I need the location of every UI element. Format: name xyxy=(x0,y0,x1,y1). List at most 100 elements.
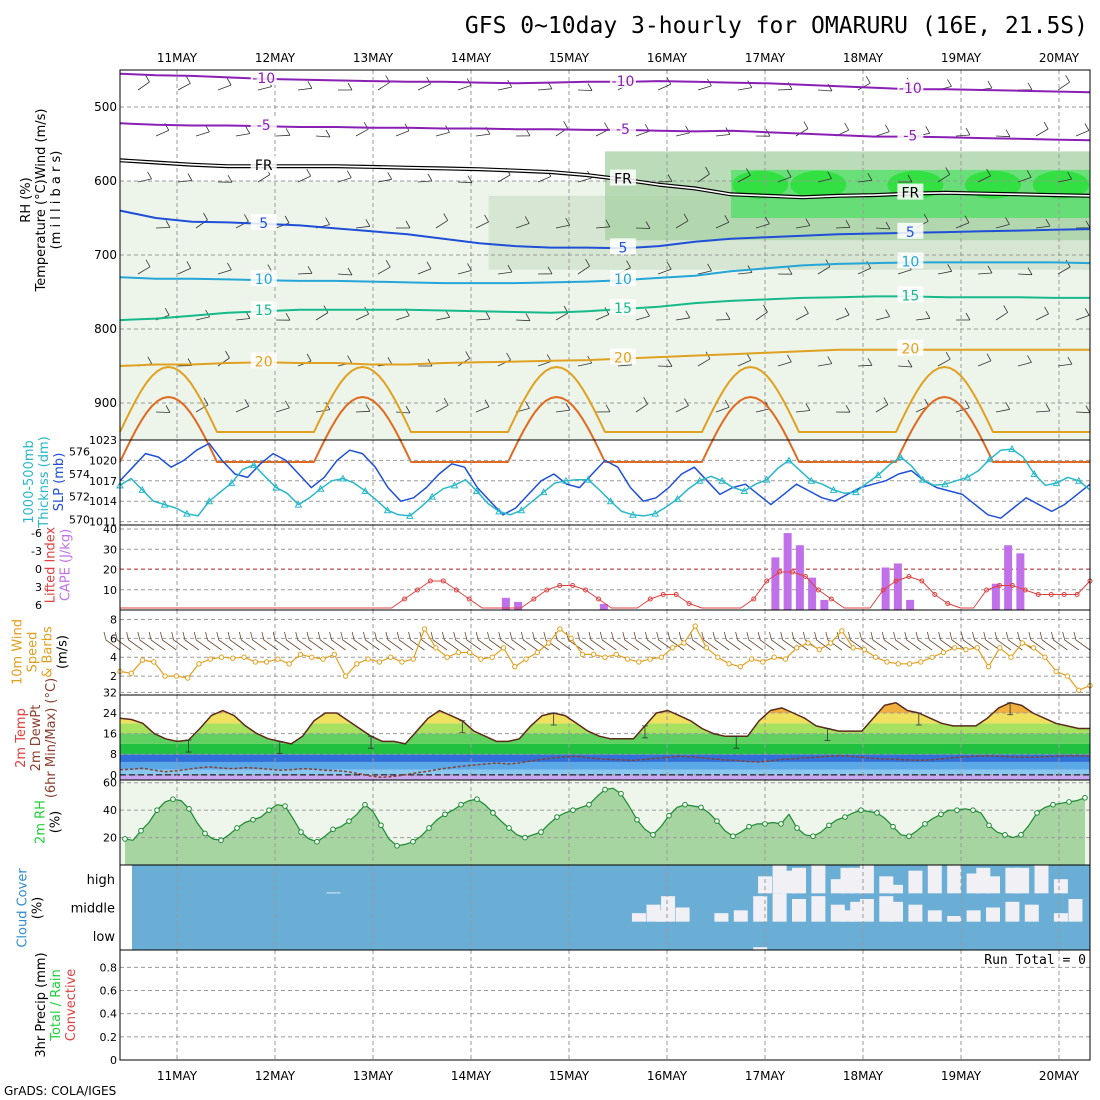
wind-speed-marker xyxy=(782,656,789,662)
wind-speed-marker xyxy=(455,649,462,656)
min-max-bar-icon xyxy=(276,740,283,754)
lifted-index-marker xyxy=(531,596,537,602)
wind-speed-marker xyxy=(444,654,450,660)
thickness-marker xyxy=(941,480,949,488)
wind-barb-icon xyxy=(926,631,944,651)
wind-barb-icon xyxy=(715,215,730,229)
wind-barb-icon xyxy=(737,80,753,91)
wind-speed-marker xyxy=(376,659,383,665)
date-tick-top: 15MAY xyxy=(549,51,590,65)
wind-barb-icon xyxy=(475,399,490,413)
lifted-index-marker xyxy=(945,601,951,606)
lifted-index-marker xyxy=(751,596,757,602)
wind-speed-marker xyxy=(985,663,992,670)
lifted-index-marker xyxy=(815,587,821,593)
wind-barb-icon xyxy=(193,631,211,651)
wind-barb-icon xyxy=(464,631,482,651)
wind-barb-icon xyxy=(657,174,673,183)
lifted-index-marker xyxy=(557,583,563,588)
wind-barb-icon xyxy=(701,631,719,651)
isotherm-label: 15 xyxy=(901,288,919,304)
wind-barb-icon xyxy=(408,631,425,651)
cape-bar xyxy=(514,601,523,610)
isotherm-label: -10 xyxy=(899,81,922,97)
lifted-index-marker xyxy=(919,578,925,584)
wind-barb-icon xyxy=(795,121,809,137)
wind-speed-marker xyxy=(1030,645,1037,651)
run-total-text: Run Total = 0 xyxy=(984,953,1086,968)
isotherm-label: FR xyxy=(614,172,632,188)
thickness-marker xyxy=(472,486,481,494)
wind-barb-icon xyxy=(960,631,978,651)
precip-ytick: 0 xyxy=(110,1054,117,1067)
wind-barb-icon xyxy=(817,259,831,275)
cloud-block xyxy=(733,910,748,922)
rh-marker xyxy=(986,822,992,829)
thickness-marker xyxy=(160,500,169,508)
wind-barb-icon xyxy=(712,631,730,651)
wind-barb-icon xyxy=(306,631,324,651)
wind-barb-icon xyxy=(657,359,673,367)
wind-speed-marker xyxy=(839,628,845,634)
lifted-index-marker xyxy=(790,569,796,575)
rh-marker xyxy=(554,814,560,820)
wind10m-ylabel-line: (m/s) xyxy=(56,635,71,669)
wind-ytick: 2 xyxy=(110,670,117,683)
wind-barb-icon xyxy=(435,398,449,413)
rh-marker xyxy=(586,801,592,808)
wind-barb-icon xyxy=(777,354,792,367)
isotherm-label: -5 xyxy=(257,118,271,134)
rh-marker xyxy=(810,833,816,840)
wind-barb-icon xyxy=(177,261,192,275)
temp2m-ylabel-line: 2m DewPt xyxy=(29,705,44,772)
wind-barb-icon xyxy=(177,173,193,183)
wind-barb-icon xyxy=(657,262,672,275)
slp-series-line xyxy=(119,448,1091,517)
wind-barb-icon xyxy=(795,306,809,321)
thickness-marker xyxy=(562,476,570,484)
wind-speed-marker xyxy=(365,656,371,662)
wind-barb-icon xyxy=(317,631,335,651)
wind-barb-icon xyxy=(937,352,951,367)
wind-barb-icon xyxy=(475,631,493,651)
upper-air-panel: 500 600 700 800 900 -10 -10 -10 -5 -5 -5 FR FR FR 5 5 5 1… xyxy=(19,68,1091,463)
isotherm-label: 15 xyxy=(255,303,273,319)
wind-barb-icon xyxy=(1035,121,1049,137)
wind-speed-marker xyxy=(523,656,529,662)
lifted-index-marker xyxy=(1022,587,1028,593)
thickness-marker xyxy=(1052,479,1061,487)
isotherm-label-bg xyxy=(609,348,636,365)
thickness-marker xyxy=(963,473,972,481)
rh-marker xyxy=(170,796,176,802)
lifted-index-marker xyxy=(984,587,990,593)
cape-right-tick: 20 xyxy=(103,564,117,577)
min-max-bar-icon xyxy=(641,725,648,739)
wind-barb-icon xyxy=(217,262,232,275)
upper_air-ylabel-line: (m i l l i b a r s) xyxy=(49,151,64,250)
isotherm-label: 15 xyxy=(614,301,632,317)
rh-marker xyxy=(378,822,384,829)
wind-speed-marker xyxy=(286,661,292,667)
thickness-left-tick: 570 xyxy=(69,513,90,526)
isotherm-label-bg xyxy=(609,270,636,287)
rh-marker xyxy=(394,843,400,849)
cloud-block xyxy=(1053,913,1068,922)
wind-barb-icon xyxy=(622,631,640,651)
thickness-marker xyxy=(651,509,660,517)
wind-barb-icon xyxy=(848,631,865,651)
thickness-marker xyxy=(985,455,994,463)
rh-marker xyxy=(906,833,912,840)
min-max-bar-icon xyxy=(185,739,192,753)
li-left-tick: 0 xyxy=(35,563,42,576)
cape-bar xyxy=(991,583,1000,610)
cloud-bg xyxy=(132,865,1090,950)
wind-speed-marker xyxy=(1064,673,1071,679)
wind-barb-icon xyxy=(417,173,433,183)
cloud-block xyxy=(986,907,1000,922)
wind-speed-marker xyxy=(387,654,394,660)
wind-speed-marker xyxy=(579,651,586,658)
wind-barb-icon xyxy=(377,172,393,183)
wind-speed-marker xyxy=(760,659,766,665)
isotherm-label-bg xyxy=(609,71,636,88)
